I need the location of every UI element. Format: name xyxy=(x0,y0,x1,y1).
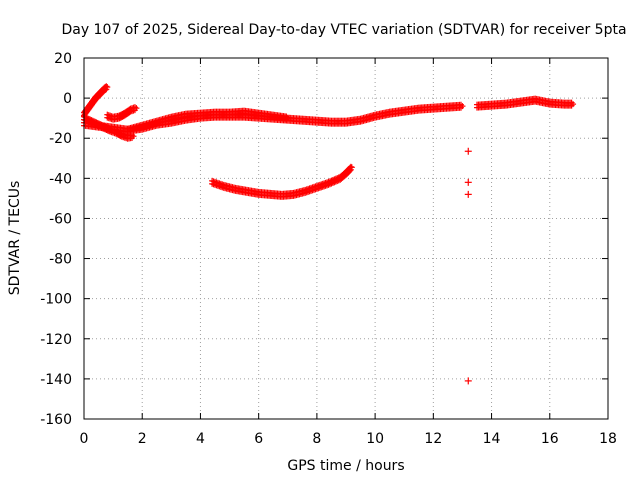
x-tick-label: 4 xyxy=(196,431,205,447)
y-tick-label: -80 xyxy=(49,252,72,268)
x-tick-label: 2 xyxy=(138,431,147,447)
y-tick-label: 20 xyxy=(54,51,72,67)
x-tick-label: 18 xyxy=(599,431,617,447)
point-arc-late xyxy=(570,101,577,108)
x-tick-label: 12 xyxy=(424,431,442,447)
grid xyxy=(84,58,608,419)
y-tick-label: -120 xyxy=(40,332,72,348)
x-tick-label: 8 xyxy=(312,431,321,447)
point-arc-short-early xyxy=(133,105,140,112)
point-arc-low xyxy=(346,167,353,174)
x-tick-label: 10 xyxy=(366,431,384,447)
point-arc-rise-early xyxy=(104,84,111,91)
point-isolated-points xyxy=(464,147,472,155)
y-tick-label: -40 xyxy=(49,171,72,187)
point-arc-dip-early xyxy=(130,133,137,140)
x-axis-label: GPS time / hours xyxy=(287,458,404,474)
point-isolated-points xyxy=(464,178,472,186)
y-tick-label: -100 xyxy=(40,292,72,308)
x-tick-label: 6 xyxy=(254,431,263,447)
point-arc-short-early xyxy=(126,109,133,116)
chart-title: Day 107 of 2025, Sidereal Day-to-day VTE… xyxy=(61,22,626,38)
y-tick-label: 0 xyxy=(63,91,72,107)
data-points xyxy=(81,83,577,385)
y-tick-label: -20 xyxy=(49,131,72,147)
point-arc-main xyxy=(459,103,466,110)
y-tick-label: -160 xyxy=(40,412,72,428)
point-arc-upper-mid xyxy=(284,115,291,122)
y-axis-label: SDTVAR / TECUs xyxy=(7,181,23,296)
point-arc-low xyxy=(348,164,355,171)
x-tick-label: 0 xyxy=(80,431,89,447)
axis-ticks: 0 2 4 6 8 10 12 14 16 18 20 0 -20 -40 -60 -80 -100 -120 -1… xyxy=(40,51,617,447)
point-isolated-points xyxy=(464,377,472,385)
point-isolated-points xyxy=(464,190,472,198)
plot-frame xyxy=(83,57,609,420)
x-tick-label: 14 xyxy=(483,431,501,447)
y-tick-label: -60 xyxy=(49,211,72,227)
y-tick-label: -140 xyxy=(40,372,72,388)
x-tick-label: 16 xyxy=(541,431,559,447)
